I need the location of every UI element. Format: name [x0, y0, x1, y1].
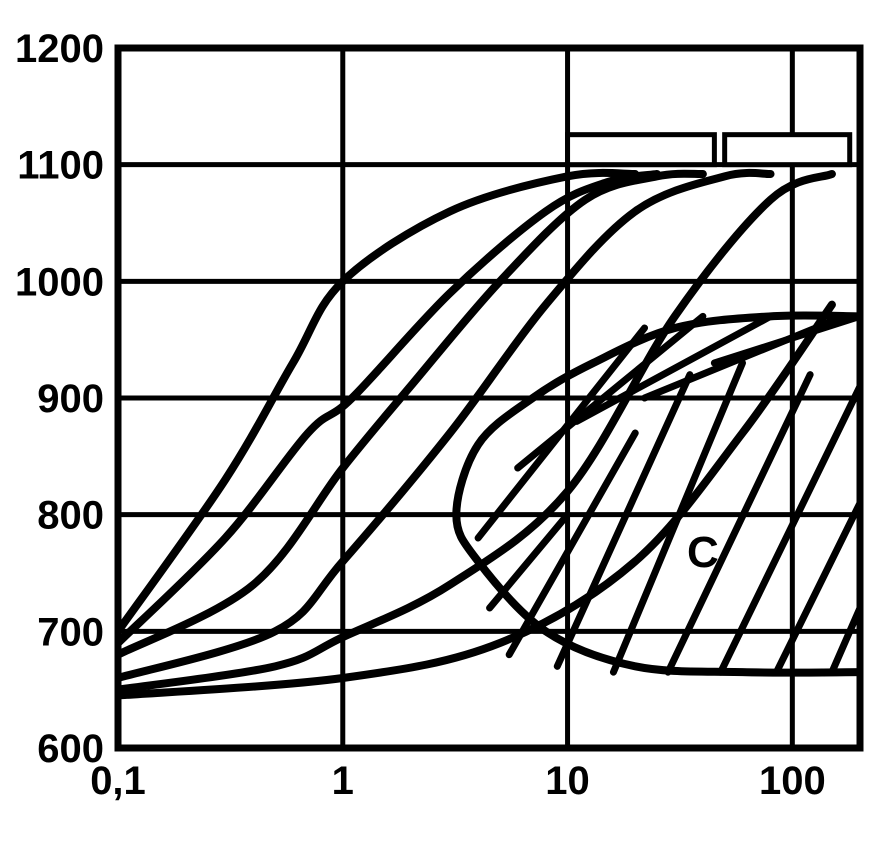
- chart-bg: [0, 0, 888, 848]
- chart: 6007008009001000110012000,1110100C: [0, 0, 888, 848]
- region-label-C: C: [687, 528, 719, 577]
- top-bracket-0: [568, 135, 715, 165]
- chart-svg: 6007008009001000110012000,1110100C: [0, 0, 888, 848]
- y-tick-label: 1200: [15, 27, 104, 71]
- y-tick-label: 900: [37, 377, 104, 421]
- y-tick-label: 700: [37, 610, 104, 654]
- y-tick-label: 1100: [17, 144, 104, 188]
- x-tick-label: 0,1: [90, 759, 146, 803]
- x-tick-label: 1: [332, 759, 354, 803]
- x-tick-label: 100: [759, 759, 826, 803]
- y-tick-label: 800: [37, 494, 104, 538]
- top-bracket-1: [725, 135, 850, 165]
- x-tick-label: 10: [545, 759, 590, 803]
- y-tick-label: 1000: [15, 260, 104, 304]
